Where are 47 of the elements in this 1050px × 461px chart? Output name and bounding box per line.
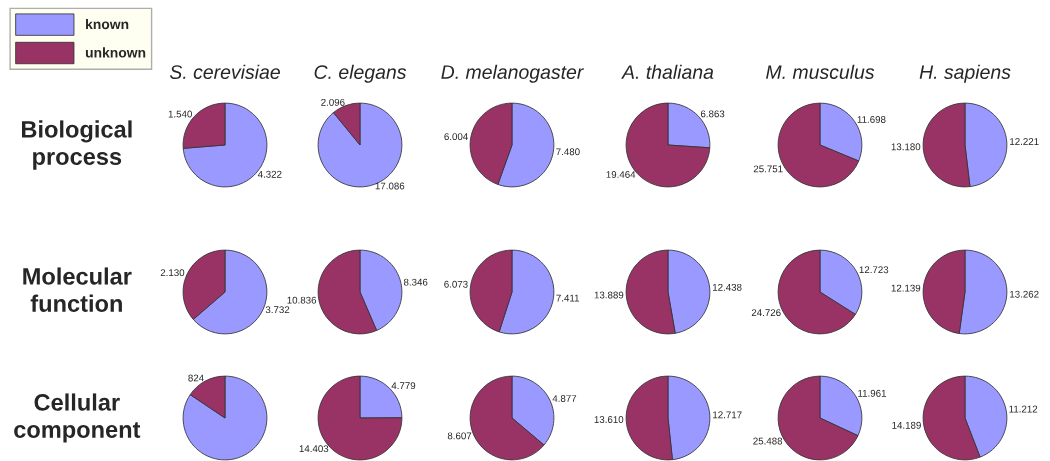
data-label: 7.411 [556, 294, 580, 302]
data-label: 8.346 [403, 278, 428, 286]
data-label: 11.961 [858, 389, 886, 397]
data-label: 6.863 [700, 110, 725, 118]
data-label: 14.403 [299, 445, 329, 453]
chart-title: C. elegans [314, 64, 407, 83]
data-label: 13.262 [1010, 290, 1039, 298]
data-label: 25.751 [753, 165, 783, 173]
data-label: 14.189 [892, 421, 921, 429]
legend-label: unknown [85, 47, 146, 58]
chart-title: H. sapiens [919, 64, 1011, 83]
data-label: 10.836 [287, 296, 317, 304]
data-label: 19.464 [606, 171, 636, 178]
data-label: 11.212 [1009, 405, 1038, 413]
data-label: 6.073 [444, 280, 468, 288]
text: Cellular component [14, 393, 141, 443]
data-label: 12.438 [712, 283, 742, 291]
chart-title: M. musculus [766, 64, 875, 79]
data-label: 13.610 [594, 416, 624, 423]
data-label: 2.096 [321, 98, 345, 106]
data-label: 7.480 [556, 148, 580, 156]
pie-slice [182, 375, 268, 461]
data-label: 13.180 [891, 143, 921, 151]
data-label: 3.732 [265, 306, 290, 314]
data-label: 17.086 [375, 182, 405, 190]
data-label: 2.130 [160, 269, 185, 277]
text: S. cerevisiae [169, 64, 280, 79]
data-label: 25.488 [753, 437, 783, 445]
data-label: 4.779 [391, 382, 416, 390]
data-label: 4.322 [257, 170, 282, 178]
data-label: 12.139 [891, 284, 921, 292]
data-label: 11.698 [857, 116, 886, 123]
data-label: 6.004 [444, 133, 468, 141]
data-label: 1.540 [168, 110, 192, 118]
data-label: 824 [188, 374, 204, 382]
chart-title: A. thaliana [621, 64, 714, 79]
data-label: 4.877 [552, 395, 577, 402]
data-label: 12.723 [859, 266, 889, 274]
text: Biological process [22, 120, 132, 170]
data-label: 24.726 [751, 309, 781, 317]
data-label: 13.889 [594, 291, 624, 299]
data-label: 12.221 [1010, 138, 1039, 145]
data-label: 12.717 [713, 411, 742, 419]
text: Molecular function [23, 267, 132, 312]
chart-title: D. melanogaster [441, 64, 584, 83]
legend-label: known [86, 18, 129, 30]
data-label: 8.607 [447, 432, 472, 440]
